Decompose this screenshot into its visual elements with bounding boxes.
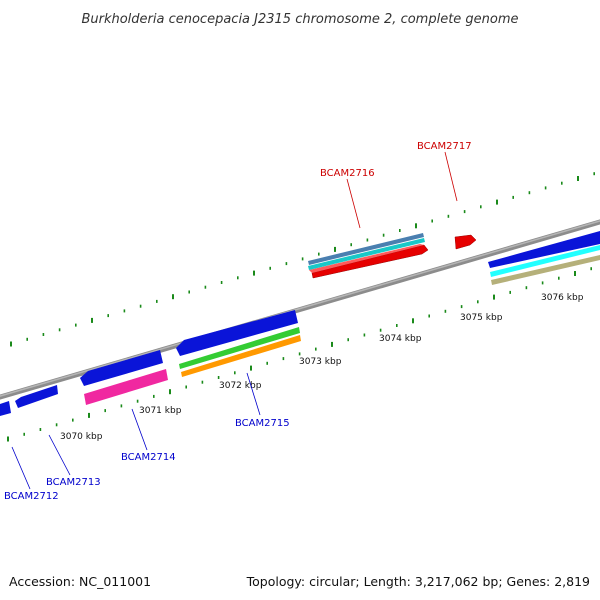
gene-bcam2714-pink-bar[interactable] <box>84 369 168 405</box>
tick-label: 3070 kbp <box>60 432 103 442</box>
gene-label-bcam2712[interactable]: BCAM2712 <box>4 491 59 502</box>
gene-label-bcam2716[interactable]: BCAM2716 <box>320 168 375 179</box>
gene-right-blue-feature[interactable] <box>488 231 600 268</box>
gene-bcam2713-feature[interactable] <box>15 385 58 408</box>
leader-bcam2713 <box>48 434 71 476</box>
leader-bcam2717 <box>444 151 458 202</box>
gene-bcam2715-feature[interactable] <box>176 310 298 356</box>
tick-labels: 3070 kbp 3071 kbp 3072 kbp 3073 kbp 3074… <box>60 293 584 442</box>
accession-label: Accession: NC_011001 <box>9 574 151 589</box>
gene-label-bcam2714[interactable]: BCAM2714 <box>121 452 176 463</box>
leader-bcam2716 <box>346 178 361 229</box>
leader-bcam2714 <box>131 408 148 451</box>
gene-right-olive-bar[interactable] <box>491 255 600 285</box>
gene-right-cyan-bar[interactable] <box>490 245 600 277</box>
feature-track-forward <box>308 231 600 285</box>
label-leaders <box>11 151 458 490</box>
tick-label: 3076 kbp <box>541 293 584 303</box>
inner-tick-row <box>7 267 593 442</box>
tick-label: 3072 kbp <box>219 381 262 391</box>
genome-summary-label: Topology: circular; Length: 3,217,062 bp… <box>246 574 590 589</box>
leader-bcam2715 <box>246 372 261 416</box>
gene-bcam2714-feature[interactable] <box>80 350 163 386</box>
leader-bcam2712 <box>11 446 31 490</box>
gene-bcam2715-green-bar[interactable] <box>179 327 300 369</box>
chromosome-backbone-highlight <box>0 220 600 397</box>
gene-bcam2715-orange-bar[interactable] <box>181 335 301 377</box>
outer-tick-row <box>10 172 596 347</box>
tick-label: 3073 kbp <box>299 357 342 367</box>
tick-label: 3074 kbp <box>379 334 422 344</box>
gene-bcam2716-utr-bar[interactable] <box>308 238 425 270</box>
map-title: Burkholderia cenocepacia J2315 chromosom… <box>81 12 518 27</box>
gene-bcam2712-feature[interactable] <box>0 401 11 416</box>
gene-label-bcam2713[interactable]: BCAM2713 <box>46 477 101 488</box>
gene-bcam2716-cds-bar[interactable] <box>308 233 424 265</box>
gene-bcam2716-feature[interactable] <box>311 244 429 279</box>
gene-label-bcam2715[interactable]: BCAM2715 <box>235 418 290 429</box>
feature-track-reverse <box>0 310 301 416</box>
tick-label: 3075 kbp <box>460 313 503 323</box>
tick-label: 3071 kbp <box>139 406 182 416</box>
gene-label-bcam2717[interactable]: BCAM2717 <box>417 141 472 152</box>
gene-bcam2716-feature-top <box>309 244 424 273</box>
gene-labels: BCAM2712 BCAM2713 BCAM2714 BCAM2715 BCAM… <box>4 141 472 502</box>
gene-bcam2717-feature[interactable] <box>454 234 477 250</box>
